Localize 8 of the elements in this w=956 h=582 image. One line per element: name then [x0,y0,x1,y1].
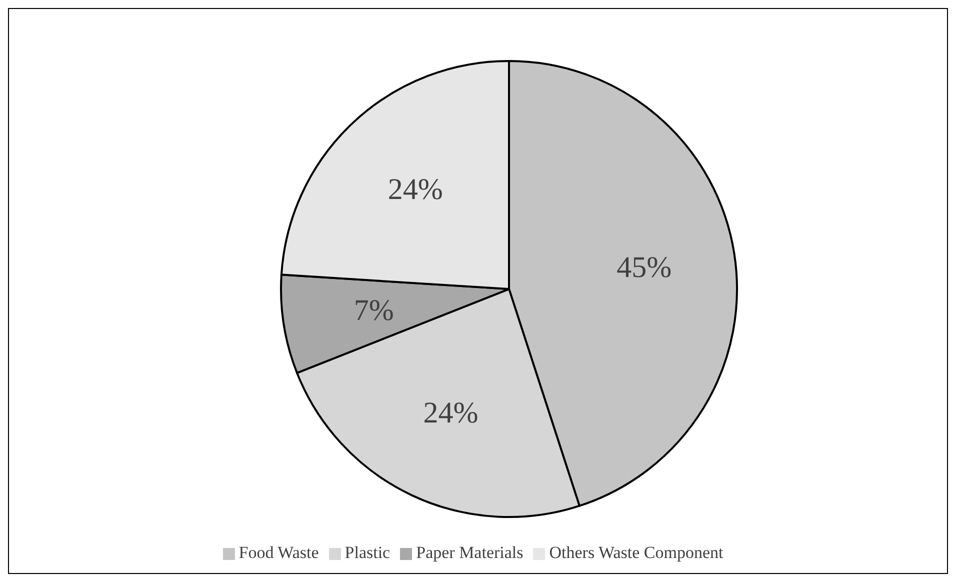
data-label: 24% [423,396,478,430]
data-label: 7% [354,294,394,327]
data-label: 24% [388,172,443,206]
legend-label: Paper Materials [416,543,524,562]
legend-label: Others Waste Component [549,543,724,562]
legend-label: Food Waste [238,543,319,562]
legend-label: Plastic [344,543,390,562]
data-label: 45% [616,251,672,284]
